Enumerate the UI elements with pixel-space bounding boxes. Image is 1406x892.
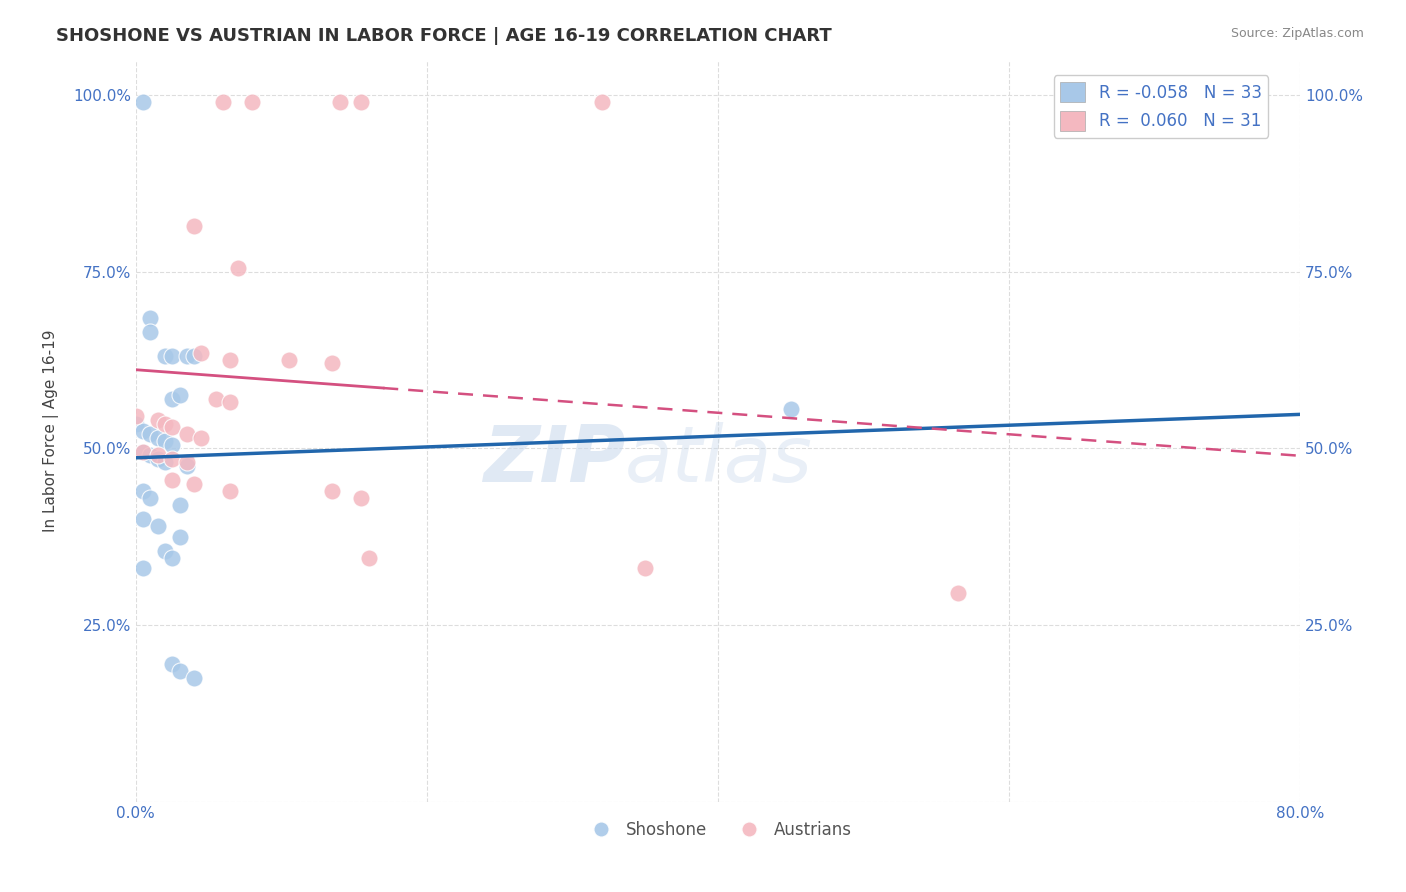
Point bbox=[162, 438, 184, 452]
Point bbox=[162, 657, 184, 671]
Point bbox=[183, 671, 205, 685]
Point bbox=[169, 388, 191, 402]
Legend: Shoshone, Austrians: Shoshone, Austrians bbox=[578, 814, 859, 846]
Point bbox=[350, 491, 373, 505]
Y-axis label: In Labor Force | Age 16-19: In Labor Force | Age 16-19 bbox=[44, 329, 59, 532]
Point bbox=[139, 448, 162, 462]
Point bbox=[162, 350, 184, 364]
Point bbox=[212, 95, 235, 109]
Point bbox=[946, 586, 969, 600]
Point bbox=[321, 356, 343, 370]
Point bbox=[132, 512, 155, 526]
Point bbox=[132, 95, 155, 109]
Point bbox=[190, 431, 212, 445]
Point bbox=[162, 451, 184, 466]
Point bbox=[183, 350, 205, 364]
Point bbox=[183, 219, 205, 233]
Point bbox=[176, 458, 198, 473]
Point bbox=[240, 95, 263, 109]
Point bbox=[176, 455, 198, 469]
Point bbox=[205, 392, 228, 406]
Point bbox=[350, 95, 373, 109]
Point bbox=[146, 448, 169, 462]
Point bbox=[162, 550, 184, 565]
Point bbox=[139, 325, 162, 339]
Point bbox=[132, 561, 155, 575]
Point bbox=[219, 353, 242, 368]
Point bbox=[176, 427, 198, 442]
Point bbox=[779, 402, 801, 417]
Text: atlas: atlas bbox=[624, 422, 813, 499]
Point bbox=[162, 473, 184, 487]
Point bbox=[169, 498, 191, 512]
Point bbox=[153, 543, 176, 558]
Point bbox=[153, 417, 176, 431]
Point bbox=[139, 310, 162, 325]
Point bbox=[153, 455, 176, 469]
Point bbox=[125, 417, 148, 431]
Point bbox=[132, 444, 155, 458]
Point bbox=[162, 420, 184, 434]
Point bbox=[153, 434, 176, 449]
Point bbox=[146, 519, 169, 533]
Point bbox=[329, 95, 352, 109]
Point bbox=[219, 395, 242, 409]
Point bbox=[357, 550, 380, 565]
Point bbox=[153, 350, 176, 364]
Point bbox=[132, 483, 155, 498]
Text: ZIP: ZIP bbox=[482, 422, 624, 499]
Text: SHOSHONE VS AUSTRIAN IN LABOR FORCE | AGE 16-19 CORRELATION CHART: SHOSHONE VS AUSTRIAN IN LABOR FORCE | AG… bbox=[56, 27, 832, 45]
Point bbox=[139, 491, 162, 505]
Point bbox=[321, 483, 343, 498]
Point bbox=[132, 424, 155, 438]
Point bbox=[277, 353, 299, 368]
Point bbox=[183, 476, 205, 491]
Point bbox=[139, 427, 162, 442]
Point bbox=[591, 95, 613, 109]
Point bbox=[169, 530, 191, 544]
Point bbox=[169, 664, 191, 678]
Point bbox=[146, 413, 169, 427]
Point bbox=[176, 350, 198, 364]
Point bbox=[146, 451, 169, 466]
Text: Source: ZipAtlas.com: Source: ZipAtlas.com bbox=[1230, 27, 1364, 40]
Point bbox=[226, 261, 249, 276]
Point bbox=[162, 392, 184, 406]
Point bbox=[132, 444, 155, 458]
Point bbox=[219, 483, 242, 498]
Point bbox=[634, 561, 657, 575]
Point bbox=[125, 409, 148, 424]
Point bbox=[190, 346, 212, 360]
Point bbox=[146, 431, 169, 445]
